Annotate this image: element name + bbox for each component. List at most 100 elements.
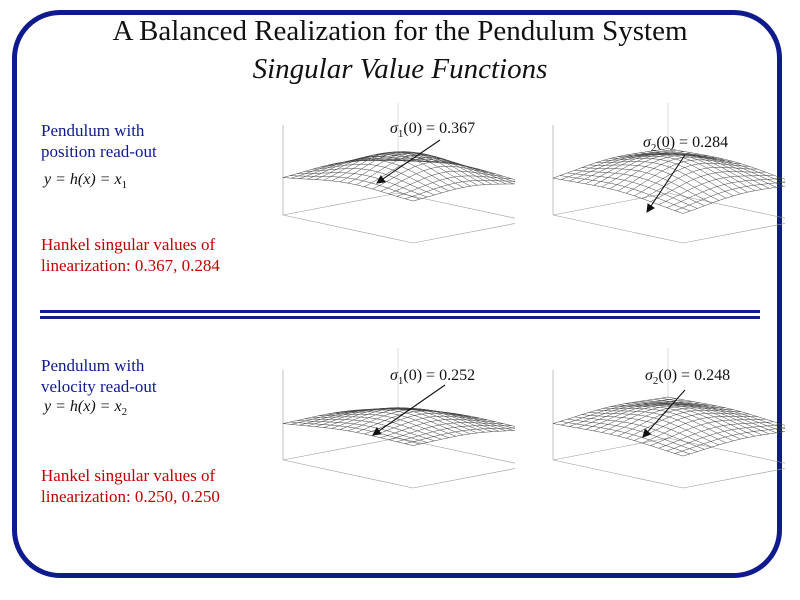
mesh-line — [646, 400, 777, 434]
mesh-line — [388, 422, 504, 440]
section1-hankel-values: Hankel singular values of linearization:… — [41, 234, 220, 276]
mesh-line — [660, 397, 785, 430]
section1-description-line2: position read-out — [41, 142, 157, 161]
mesh-line — [650, 171, 766, 202]
mesh-line — [396, 425, 512, 442]
plot-floor — [282, 192, 515, 244]
mesh-line — [674, 427, 785, 454]
mesh-line — [354, 151, 485, 185]
mesh-line — [626, 159, 742, 194]
mesh-line — [667, 396, 785, 426]
mesh-line — [376, 157, 507, 185]
section2-hankel-values: Hankel singular values of linearization:… — [41, 465, 220, 507]
mesh-line — [588, 412, 720, 446]
mesh-line — [574, 170, 705, 206]
mesh-line — [624, 153, 755, 191]
mesh-line — [364, 413, 480, 435]
pointer-arrow — [372, 384, 446, 436]
mesh-line — [412, 430, 515, 446]
mesh-line — [658, 174, 774, 205]
mesh-line — [639, 401, 770, 435]
mesh-line — [340, 151, 471, 187]
mesh-line — [639, 152, 770, 189]
mesh-line — [404, 180, 515, 199]
mesh-line — [297, 420, 428, 443]
mesh-line — [372, 161, 488, 190]
mesh-line — [552, 177, 684, 214]
pointer-arrow — [646, 154, 686, 213]
mesh-line — [396, 175, 512, 197]
section1-hankel-line2: linearization: 0.367, 0.284 — [41, 256, 220, 275]
mesh-line — [369, 155, 500, 185]
section2-formula-subscript: 2 — [121, 406, 128, 419]
slide-title: A Balanced Realization for the Pendulum … — [112, 15, 688, 47]
section1-description: Pendulum with position read-out — [41, 120, 157, 162]
section-divider-bottom — [40, 316, 760, 319]
mesh-line — [380, 166, 496, 192]
surface-plot-sigma2-velocity — [552, 348, 785, 489]
slide-subtitle: Singular Value Functions — [252, 53, 548, 85]
section2-hankel-line2: linearization: 0.250, 0.250 — [41, 487, 220, 506]
mesh-line — [674, 181, 785, 211]
surface-plot-sigma1-velocity — [282, 348, 515, 489]
mesh-line — [362, 153, 493, 185]
pointer-arrow — [376, 139, 441, 184]
plot-floor — [552, 437, 785, 489]
mesh-line — [552, 423, 684, 457]
mesh-line — [658, 421, 774, 449]
sigma2-position-label: σ2(0) = 0.284 — [643, 134, 729, 155]
mesh-line — [642, 166, 758, 199]
section1-description-line1: Pendulum with — [41, 121, 145, 140]
section2-description-line2: velocity read-out — [41, 377, 157, 396]
mesh-line — [682, 185, 785, 214]
mesh-line — [560, 421, 691, 455]
mesh-line — [397, 159, 515, 181]
mesh-line — [667, 148, 785, 180]
surface-mesh — [282, 151, 515, 202]
plot-floor — [282, 437, 515, 489]
mesh-line — [610, 155, 741, 195]
section-divider-top — [40, 310, 760, 313]
mesh-line — [666, 177, 782, 208]
mesh-line — [560, 175, 691, 212]
section1-output-formula: y = h(x) = x1 — [44, 171, 127, 191]
mesh-line — [650, 418, 766, 446]
mesh-line — [653, 399, 784, 432]
surface-mesh — [282, 407, 515, 446]
slide-frame — [12, 10, 782, 578]
sigma2-velocity-label: σ2(0) = 0.248 — [645, 367, 731, 388]
mesh-line — [282, 177, 414, 202]
surface-mesh — [552, 396, 785, 457]
section2-formula-text: y = h(x) = x — [44, 398, 122, 415]
mesh-line — [388, 170, 504, 195]
mesh-line — [380, 419, 496, 438]
mesh-line — [660, 149, 785, 184]
mesh-line — [624, 403, 755, 437]
mesh-line — [610, 406, 741, 440]
section1-formula-text: y = h(x) = x — [44, 171, 122, 188]
pointer-arrow — [642, 389, 686, 438]
mesh-line — [632, 153, 763, 190]
mesh-line — [653, 150, 784, 187]
mesh-line — [397, 407, 515, 427]
sigma1-position-label: σ1(0) = 0.367 — [390, 120, 476, 141]
section2-description-line1: Pendulum with — [41, 356, 145, 375]
mesh-line — [634, 162, 750, 197]
mesh-line — [666, 424, 782, 452]
mesh-line — [304, 168, 435, 196]
mesh-line — [383, 159, 514, 185]
section1-formula-subscript: 1 — [121, 179, 128, 192]
surface-mesh — [552, 148, 785, 214]
mesh-line — [372, 415, 488, 437]
plot-floor — [552, 192, 785, 244]
mesh-line — [632, 402, 763, 436]
surface-plot-sigma1-position — [282, 103, 515, 244]
mesh-line — [390, 407, 515, 429]
mesh-line — [404, 427, 515, 444]
mesh-line — [634, 412, 750, 441]
mesh-line — [642, 416, 758, 444]
mesh-line — [412, 183, 515, 202]
section2-hankel-line1: Hankel singular values of — [41, 466, 216, 485]
mesh-line — [646, 151, 777, 188]
section1-hankel-line1: Hankel singular values of — [41, 235, 216, 254]
